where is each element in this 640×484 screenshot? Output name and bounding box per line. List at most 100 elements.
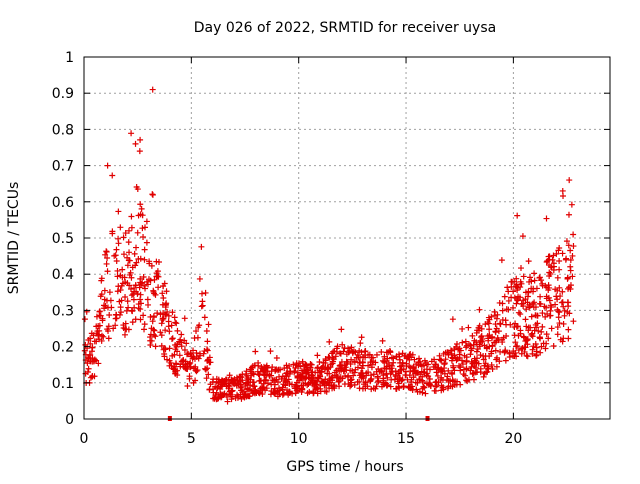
data-point-1441 [560,320,567,327]
data-point-1173 [133,244,140,251]
data-point-1297 [272,389,279,396]
data-point-1094 [350,372,357,379]
data-point-867 [555,247,562,254]
data-point-1467 [500,334,507,341]
data-point-1558 [154,310,161,317]
data-point-729 [137,201,144,208]
data-point-1327 [166,328,173,335]
data-point-1394 [218,378,225,385]
data-point-941 [122,230,129,237]
data-point-816 [238,383,245,390]
data-point-1335 [174,340,181,347]
data-point-403 [493,315,500,322]
data-point-198 [492,321,499,328]
data-point-1345 [499,316,506,323]
data-point-1112 [330,358,337,365]
data-point-1228 [117,304,124,311]
data-point-1598 [243,379,250,386]
data-point-848 [192,377,199,384]
data-point-1029 [543,340,550,347]
data-point-1571 [284,378,291,385]
data-point-1125 [506,350,513,357]
data-point-883 [529,330,536,337]
data-point-786 [266,372,273,379]
data-point-193 [459,325,466,332]
data-point-1355 [449,383,456,390]
data-point-442 [152,333,159,340]
data-point-477 [204,338,211,345]
data-point-1510 [125,227,132,234]
data-point-1044 [547,312,554,319]
data-point-857 [502,357,509,364]
data-point-951 [133,259,140,266]
data-point-668 [149,318,156,325]
data-point-1574 [484,319,491,326]
data-point-1033 [395,351,402,358]
data-point-721 [365,362,372,369]
y-tick-label-10: 1 [65,50,74,66]
data-point-1486 [333,348,340,355]
data-point-1541 [347,360,354,367]
data-point-1410 [84,360,91,367]
data-point-705 [565,242,572,249]
data-point-1473 [118,282,125,289]
data-point-1234 [400,384,407,391]
data-point-825 [98,337,105,344]
data-point-460 [338,358,345,365]
data-point-704 [85,365,92,372]
data-point-1419 [368,376,375,383]
data-point-1470 [125,257,132,264]
data-point-1444 [267,348,274,355]
data-point-396 [556,320,563,327]
data-point-1011 [145,301,152,308]
data-point-1527 [564,275,571,282]
data-point-924 [152,343,159,350]
data-point-1300 [115,240,122,247]
data-point-1532 [124,298,131,305]
data-point-1157 [550,342,557,349]
data-point-1488 [283,372,290,379]
data-point-1101 [177,363,184,370]
data-point-49 [117,309,124,316]
data-point-1231 [384,381,391,388]
data-point-437 [566,284,573,291]
data-point-1544 [517,311,524,318]
data-point-934 [149,191,156,198]
data-point-1557 [218,393,225,400]
data-point-696 [162,346,169,353]
data-point-1356 [483,345,490,352]
data-point-394 [115,208,122,215]
data-point-1058 [379,357,386,364]
data-point-1605 [559,187,566,194]
data-point-1536 [485,335,492,342]
data-point-533 [120,234,127,241]
data-point-1361 [150,289,157,296]
data-point-694 [498,257,505,264]
data-point-1023 [234,391,241,398]
data-point-399 [105,335,112,342]
data-point-1169 [347,377,354,384]
data-point-1077 [467,351,474,358]
data-point-1428 [144,296,151,303]
data-point-404 [129,319,136,326]
x-axis-ticks: 0 5 10 15 20 [80,57,522,447]
data-point-1145 [525,289,532,296]
data-point-1577 [380,379,387,386]
data-point-1236 [96,308,103,315]
data-point-628 [128,274,135,281]
data-point-1447 [204,357,211,364]
data-point-1187 [455,346,462,353]
data-point-954 [565,299,572,306]
data-point-1006 [165,312,172,319]
data-point-928 [505,306,512,313]
data-point-1482 [336,362,343,369]
data-point-709 [141,256,148,263]
data-point-1175 [200,350,207,357]
data-point-1457 [133,184,140,191]
data-point-1293 [524,336,531,343]
data-point-444 [99,317,106,324]
data-point-1575 [129,308,136,315]
data-point-1186 [93,313,100,320]
data-point-921 [348,376,355,383]
data-point-186 [515,309,522,316]
